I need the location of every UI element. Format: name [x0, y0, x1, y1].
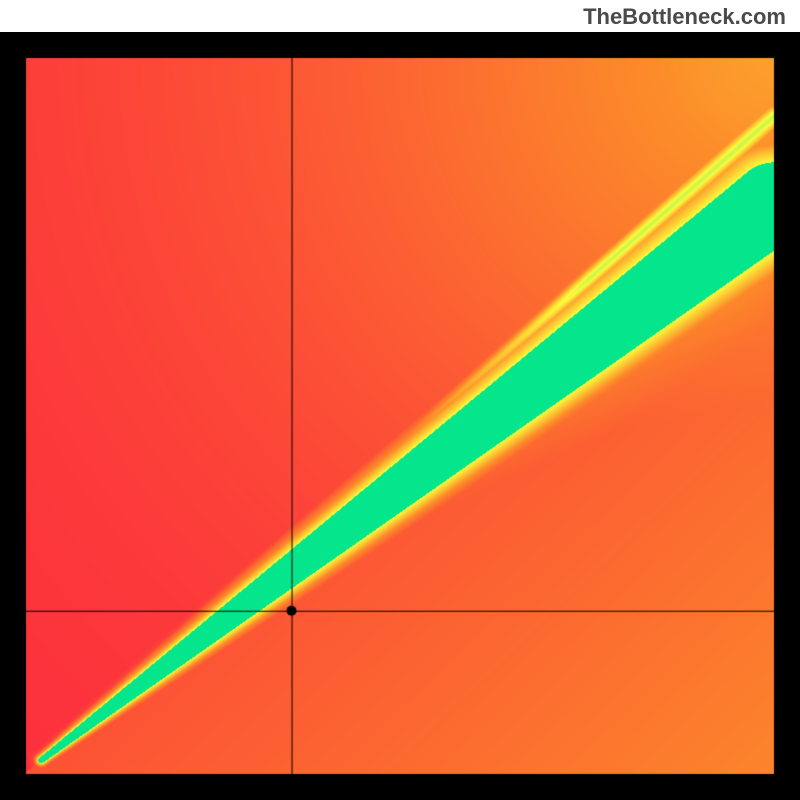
plot-area	[0, 32, 800, 800]
heatmap-canvas	[0, 32, 800, 800]
chart-container: TheBottleneck.com	[0, 0, 800, 800]
watermark-text: TheBottleneck.com	[583, 4, 786, 30]
